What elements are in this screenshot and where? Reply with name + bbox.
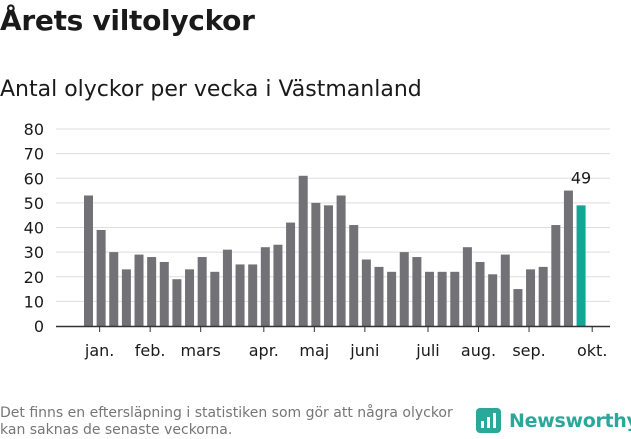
y-tick-label: 10 (24, 292, 44, 311)
bar (399, 252, 409, 326)
x-tick-label: feb. (135, 341, 166, 360)
bar (197, 257, 207, 326)
bar (488, 274, 498, 326)
y-tick-label: 70 (24, 145, 44, 164)
y-tick-label: 60 (24, 169, 44, 188)
y-axis-ticks: 0 10 20 30 40 50 60 70 80 (24, 120, 44, 336)
bar (84, 195, 93, 326)
chart-title: Årets viltolyckor (0, 4, 255, 37)
bar (412, 257, 422, 326)
bar (437, 271, 447, 326)
chart-subtitle: Antal olyckor per vecka i Västmanland (0, 77, 422, 102)
bar (374, 266, 384, 326)
bar (361, 259, 371, 326)
brand-name: Newsworthy (509, 409, 631, 432)
highlight-value-label: 49 (571, 168, 591, 187)
bar (260, 247, 270, 326)
bar (235, 264, 245, 326)
bar-chart: 0 10 20 30 40 50 60 70 80 jan. feb. mars apr. maj jun… (24, 120, 610, 360)
x-tick-label: juli (415, 341, 439, 360)
x-tick-label: okt. (577, 341, 607, 360)
x-tick-label: maj (299, 341, 329, 360)
y-tick-label: 30 (24, 243, 44, 262)
bar (172, 279, 182, 326)
bar (273, 244, 283, 326)
footnote: Det finns en eftersläpning i statistiken… (0, 405, 453, 438)
x-tick-label: aug. (461, 341, 496, 360)
bar (513, 289, 523, 326)
bar (323, 205, 333, 326)
bar (538, 266, 548, 326)
x-tick-label: apr. (249, 341, 279, 360)
bar (109, 252, 119, 326)
bar (450, 271, 460, 326)
bar (134, 254, 144, 326)
y-tick-label: 0 (34, 317, 44, 336)
data-labels: 49 (571, 168, 591, 187)
x-tick-label: jan. (84, 341, 114, 360)
y-tick-label: 80 (24, 120, 44, 139)
bar (563, 190, 573, 326)
bar (425, 271, 435, 326)
bar (336, 195, 346, 326)
bar (185, 269, 195, 326)
bar (222, 249, 232, 326)
bar (349, 225, 359, 326)
bar (121, 269, 131, 326)
bar (475, 261, 485, 326)
y-tick-label: 20 (24, 268, 44, 287)
bar (298, 175, 308, 326)
bar (210, 271, 220, 326)
bar (96, 229, 106, 326)
bar (159, 261, 169, 326)
bar (526, 269, 536, 326)
x-tick-label: juni (349, 341, 379, 360)
bar (551, 225, 561, 326)
x-axis: jan. feb. mars apr. maj juni juli aug. sep. okt. (56, 325, 610, 360)
bar (286, 222, 296, 326)
bar (311, 202, 321, 326)
y-tick-label: 50 (24, 194, 44, 213)
x-tick-label: mars (181, 341, 221, 360)
bar (147, 257, 157, 326)
bar (387, 271, 397, 326)
y-tick-label: 40 (24, 219, 44, 238)
bar (500, 254, 510, 326)
x-tick-label: sep. (512, 341, 545, 360)
bars (84, 175, 586, 326)
bar (462, 247, 472, 326)
bar-highlight (576, 205, 586, 326)
newsworthy-brand[interactable]: Newsworthy (476, 408, 631, 433)
bar (248, 264, 258, 326)
newsworthy-logo-icon (476, 408, 501, 433)
